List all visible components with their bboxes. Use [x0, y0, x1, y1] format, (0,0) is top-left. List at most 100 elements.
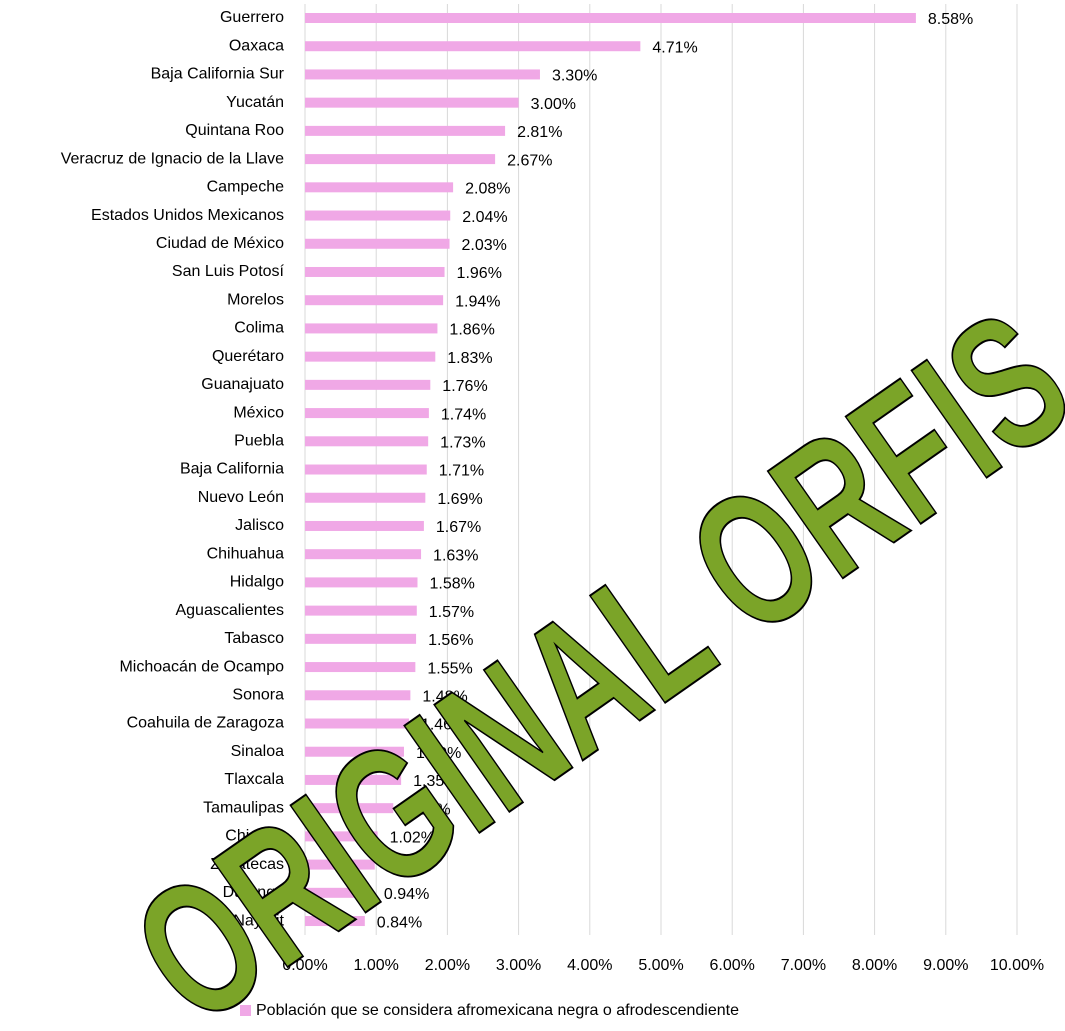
data-label: 1.67% — [436, 519, 481, 536]
x-tick-label: 7.00% — [781, 957, 826, 974]
bar — [305, 154, 496, 165]
y-tick-label: Michoacán de Ocampo — [119, 658, 284, 675]
data-label: 1.55% — [427, 660, 472, 677]
data-label: 1.83% — [447, 350, 492, 367]
y-tick-label: Estados Unidos Mexicanos — [91, 207, 284, 224]
bar — [305, 323, 438, 334]
data-label: 1.69% — [437, 491, 482, 508]
data-label: 1.39% — [416, 745, 461, 762]
y-tick-label: Tabasco — [224, 630, 284, 647]
x-tick-label: 8.00% — [852, 957, 897, 974]
data-label: 1.56% — [428, 632, 473, 649]
y-tick-label: Puebla — [234, 433, 284, 450]
y-tick-label: Colima — [234, 320, 284, 337]
data-label: 1.02% — [390, 830, 435, 847]
data-label: 2.03% — [462, 237, 507, 254]
bar — [305, 577, 418, 588]
data-label: 1.86% — [449, 322, 494, 339]
data-label: 8.58% — [928, 11, 973, 28]
data-label: 1.46% — [421, 717, 466, 734]
y-tick-label: Campeche — [207, 179, 284, 196]
x-tick-label: 6.00% — [710, 957, 755, 974]
bar — [305, 295, 444, 306]
legend-swatch — [240, 1005, 251, 1016]
data-label: 2.08% — [465, 181, 510, 198]
x-tick-label: 5.00% — [638, 957, 683, 974]
bar — [305, 97, 519, 108]
bar — [305, 690, 411, 701]
y-tick-label: Durango — [223, 884, 284, 901]
y-tick-label: Oaxaca — [229, 37, 284, 54]
y-tick-label: Veracruz de Ignacio de la Llave — [61, 150, 284, 167]
y-tick-label: Morelos — [227, 291, 284, 308]
data-label: 1.58% — [429, 576, 474, 593]
data-label: 1.35% — [413, 773, 458, 790]
bar — [305, 464, 427, 475]
data-label: 1.74% — [441, 406, 486, 423]
bar — [305, 436, 429, 447]
bar — [305, 351, 436, 362]
data-label: 2.81% — [517, 124, 562, 141]
y-tick-label: Sonora — [232, 686, 284, 703]
y-tick-label: Quintana Roo — [185, 122, 284, 139]
bar — [305, 549, 422, 560]
y-tick-label: Hidalgo — [230, 574, 284, 591]
bar — [305, 916, 365, 927]
bar — [305, 182, 454, 193]
data-label: 1.96% — [457, 265, 502, 282]
bar — [305, 125, 506, 136]
data-label: 2.04% — [462, 209, 507, 226]
bar — [305, 774, 402, 785]
bar — [305, 662, 416, 673]
data-label: 4.71% — [652, 39, 697, 56]
y-tick-label: Guanajuato — [201, 376, 284, 393]
x-tick-label: 10.00% — [990, 957, 1044, 974]
x-tick-label: 0.00% — [282, 957, 327, 974]
bar — [305, 746, 404, 757]
bar — [305, 41, 641, 52]
data-label: 1.73% — [440, 435, 485, 452]
y-tick-label: Aguascalientes — [175, 602, 284, 619]
bar — [305, 633, 417, 644]
y-tick-label: Zacatecas — [210, 856, 284, 873]
y-tick-label: Ciudad de México — [156, 235, 284, 252]
y-tick-label: Chiapas — [225, 828, 284, 845]
x-tick-label: 4.00% — [567, 957, 612, 974]
bar — [305, 266, 445, 277]
x-tick-label: 9.00% — [923, 957, 968, 974]
bar — [305, 718, 409, 729]
y-tick-label: Baja California — [180, 461, 284, 478]
data-label: 1.76% — [442, 378, 487, 395]
y-tick-label: Chihuahua — [207, 545, 285, 562]
y-tick-label: Tamaulipas — [203, 799, 284, 816]
bar — [305, 379, 431, 390]
bar — [305, 238, 450, 249]
bar — [305, 803, 394, 814]
data-label: 0.98% — [387, 858, 432, 875]
y-tick-label: Nayarit — [233, 912, 284, 929]
legend-label: Población que se considera afromexicana … — [256, 1002, 739, 1019]
data-label: 1.71% — [439, 463, 484, 480]
data-label: 1.63% — [433, 547, 478, 564]
y-tick-label: Nuevo León — [198, 489, 284, 506]
bar — [305, 887, 372, 898]
y-tick-label: Yucatán — [226, 94, 284, 111]
bar — [305, 492, 426, 503]
y-tick-label: Sinaloa — [231, 743, 284, 760]
data-label: 2.67% — [507, 152, 552, 169]
bar — [305, 69, 540, 80]
bar — [305, 408, 429, 419]
bar — [305, 831, 378, 842]
y-tick-label: Guerrero — [220, 9, 284, 26]
bar — [305, 605, 417, 616]
y-tick-label: Baja California Sur — [151, 66, 285, 83]
data-label: 1.57% — [429, 604, 474, 621]
data-label: 0.94% — [384, 886, 429, 903]
data-label: 1.94% — [455, 293, 500, 310]
bars — [305, 13, 916, 927]
data-label: 3.00% — [531, 96, 576, 113]
x-tick-label: 1.00% — [354, 957, 399, 974]
y-tick-label: Coahuila de Zaragoza — [127, 715, 285, 732]
y-tick-label: México — [233, 404, 284, 421]
